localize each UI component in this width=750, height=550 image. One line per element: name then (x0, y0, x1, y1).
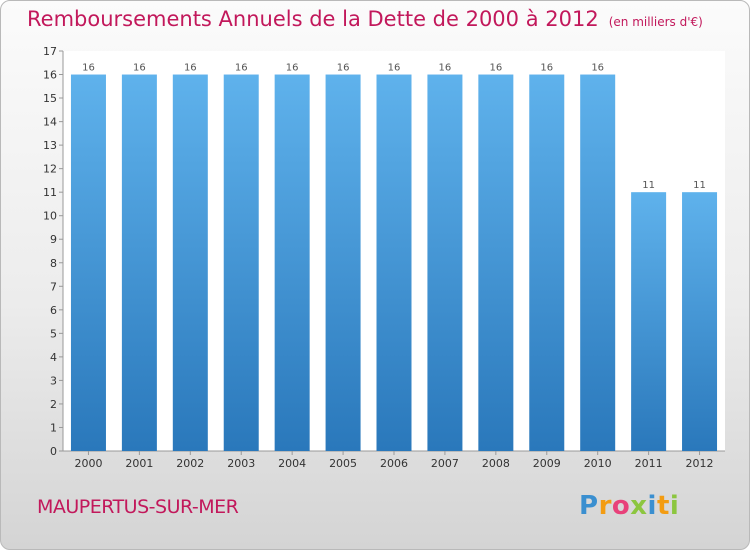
bar (70, 74, 106, 451)
bar (529, 74, 565, 451)
y-tick-label: 15 (43, 92, 57, 105)
logo-letter: i (647, 491, 657, 521)
unit-note: (en milliers d'€) (608, 15, 703, 29)
bar (274, 74, 310, 451)
x-tick-label: 2009 (533, 457, 561, 470)
bar-data-label: 16 (591, 63, 604, 74)
y-tick-label: 2 (50, 398, 57, 411)
y-tick-label: 8 (50, 257, 57, 270)
x-tick-label: 2000 (74, 457, 102, 470)
x-tick-label: 2007 (431, 457, 459, 470)
bar-data-label: 16 (489, 63, 502, 74)
x-tick-label: 2003 (227, 457, 255, 470)
bar-data-label: 16 (439, 63, 452, 74)
bar (427, 74, 463, 451)
y-tick-label: 12 (43, 163, 57, 176)
town-name: MAUPERTUS-SUR-MER (37, 496, 239, 518)
logo-letter: i (669, 491, 680, 521)
y-tick-label: 7 (50, 280, 57, 293)
y-tick-label: 1 (50, 421, 57, 434)
y-tick-label: 9 (50, 233, 57, 246)
bar-data-label: 16 (388, 63, 401, 74)
logo-letter: P (579, 491, 599, 521)
y-tick-label: 16 (43, 69, 57, 82)
x-tick-label: 2012 (686, 457, 714, 470)
y-tick-label: 10 (43, 210, 57, 223)
bar-data-label: 11 (642, 180, 655, 191)
x-tick-label: 2005 (329, 457, 357, 470)
bar (376, 74, 412, 451)
bar-data-label: 16 (337, 63, 350, 74)
bar-data-label: 16 (286, 63, 299, 74)
bar-data-label: 16 (82, 63, 95, 74)
bar-data-label: 11 (693, 180, 706, 191)
y-tick-label: 17 (43, 45, 57, 58)
y-tick-label: 13 (43, 139, 57, 152)
x-tick-label: 2008 (482, 457, 510, 470)
bar (325, 74, 361, 451)
proxiti-logo: Proxiti (579, 491, 679, 521)
y-tick-label: 6 (50, 304, 57, 317)
bar (172, 74, 208, 451)
x-tick-label: 2011 (635, 457, 663, 470)
title-text: Remboursements Annuels de la Dette de 20… (27, 7, 599, 31)
y-tick-label: 0 (50, 445, 57, 458)
logo-letter: r (598, 491, 612, 521)
bar-data-label: 16 (540, 63, 553, 74)
logo-letter: o (611, 491, 631, 521)
y-tick-label: 14 (43, 116, 57, 129)
logo-letter: t (656, 491, 670, 521)
y-tick-label: 3 (50, 374, 57, 387)
bar-data-label: 16 (235, 63, 248, 74)
bar (223, 74, 259, 451)
x-tick-label: 2004 (278, 457, 306, 470)
chart-title: Remboursements Annuels de la Dette de 20… (27, 7, 703, 31)
bar (121, 74, 157, 451)
logo-letter: x (630, 491, 648, 521)
bar (478, 74, 514, 451)
x-tick-label: 2010 (584, 457, 612, 470)
y-tick-label: 4 (50, 351, 57, 364)
y-tick-label: 5 (50, 327, 57, 340)
bar-data-label: 16 (133, 63, 146, 74)
x-tick-label: 2001 (125, 457, 153, 470)
bar (580, 74, 616, 451)
y-tick-label: 11 (43, 186, 57, 199)
x-tick-label: 2006 (380, 457, 408, 470)
bar (682, 192, 718, 452)
bar-data-label: 16 (184, 63, 197, 74)
x-tick-label: 2002 (176, 457, 204, 470)
bar (631, 192, 667, 452)
